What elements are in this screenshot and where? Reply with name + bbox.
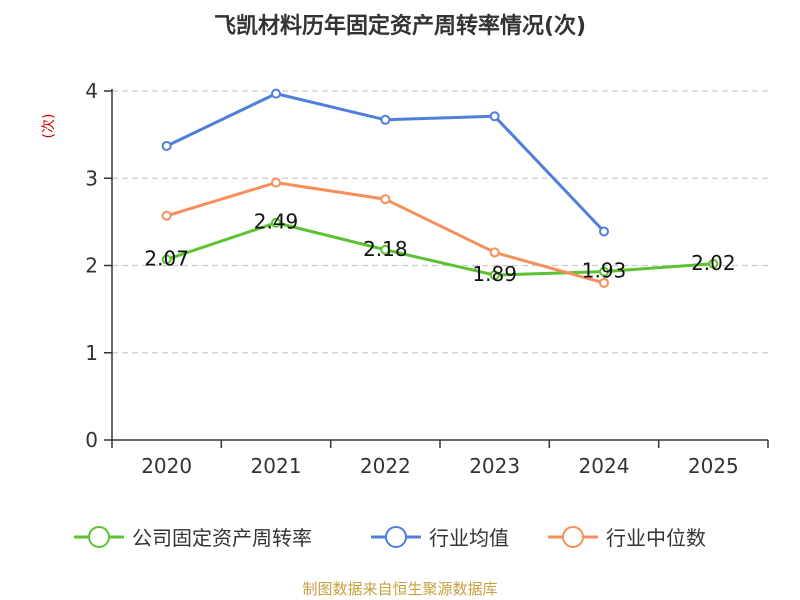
data-point-2-2020: [161, 210, 172, 221]
x-tick-label-2020: 2020: [141, 454, 192, 478]
legend: 公司固定资产周转率 行业均值 行业中位数: [74, 526, 706, 550]
data-point-0-2024: [599, 266, 609, 277]
data-label-2021: 2.49: [254, 210, 299, 234]
series-0: [161, 217, 719, 281]
data-label-2020: 2.07: [144, 246, 189, 270]
data-point-0-2020: [161, 254, 172, 265]
data-label-2022: 2.18: [363, 237, 408, 261]
x-tick-label-2025: 2025: [688, 454, 739, 478]
y-tick-label-4: 4: [85, 79, 98, 103]
legend-marker-0: [88, 526, 110, 548]
legend-marker-1: [385, 526, 407, 548]
legend-item-1: 行业均值: [371, 526, 509, 550]
y-tick-label-3: 3: [85, 166, 98, 190]
x-tick-label-2023: 2023: [469, 454, 520, 478]
source-note: 制图数据来自恒生聚源数据库: [302, 580, 497, 598]
data-point-1-2021: [271, 88, 281, 99]
y-axis-label: (次): [41, 114, 57, 139]
chart-title: 飞凯材料历年固定资产周转率情况(次): [214, 13, 586, 39]
x-tick-label-2021: 2021: [251, 454, 302, 478]
data-point-1-2020: [161, 140, 172, 151]
data-point-0-2021: [271, 217, 281, 228]
data-point-1-2023: [489, 111, 500, 122]
series-line-1: [166, 92, 606, 233]
y-tick-label-2: 2: [85, 254, 98, 278]
series-layer: [161, 88, 719, 288]
legend-label-2: 行业中位数: [606, 526, 706, 550]
series-2: [161, 177, 609, 288]
data-point-0-2023: [489, 270, 500, 281]
data-point-2-2024: [599, 277, 609, 288]
data-point-1-2024: [599, 226, 609, 237]
data-labels: 2.07 2.49 2.18 1.89 1.93 2.02: [144, 210, 735, 286]
series-line-0: [166, 221, 714, 277]
gridlines: [112, 90, 768, 354]
series-1: [161, 88, 609, 237]
legend-item-2: 行业中位数: [548, 526, 706, 550]
legend-label-1: 行业均值: [429, 526, 509, 550]
legend-marker-2: [562, 526, 584, 548]
x-tick-label-2022: 2022: [360, 454, 411, 478]
axes: 0 1 2 3 4 2020 2021 2022 2023 2024 2025: [85, 79, 769, 478]
data-point-2-2023: [489, 247, 500, 258]
legend-label-0: 公司固定资产周转率: [132, 526, 312, 550]
data-label-2024: 1.93: [582, 259, 627, 283]
data-point-1-2022: [380, 114, 391, 125]
data-point-0-2022: [380, 244, 391, 255]
data-point-2-2021: [271, 177, 281, 188]
data-point-0-2025: [708, 258, 719, 269]
x-tick-label-2024: 2024: [579, 454, 630, 478]
data-point-2-2022: [380, 194, 391, 205]
y-tick-label-1: 1: [85, 341, 98, 365]
data-label-2023: 1.89: [472, 262, 517, 286]
data-label-2025: 2.02: [691, 251, 736, 275]
legend-item-0: 公司固定资产周转率: [74, 526, 312, 550]
y-tick-label-0: 0: [85, 428, 98, 452]
